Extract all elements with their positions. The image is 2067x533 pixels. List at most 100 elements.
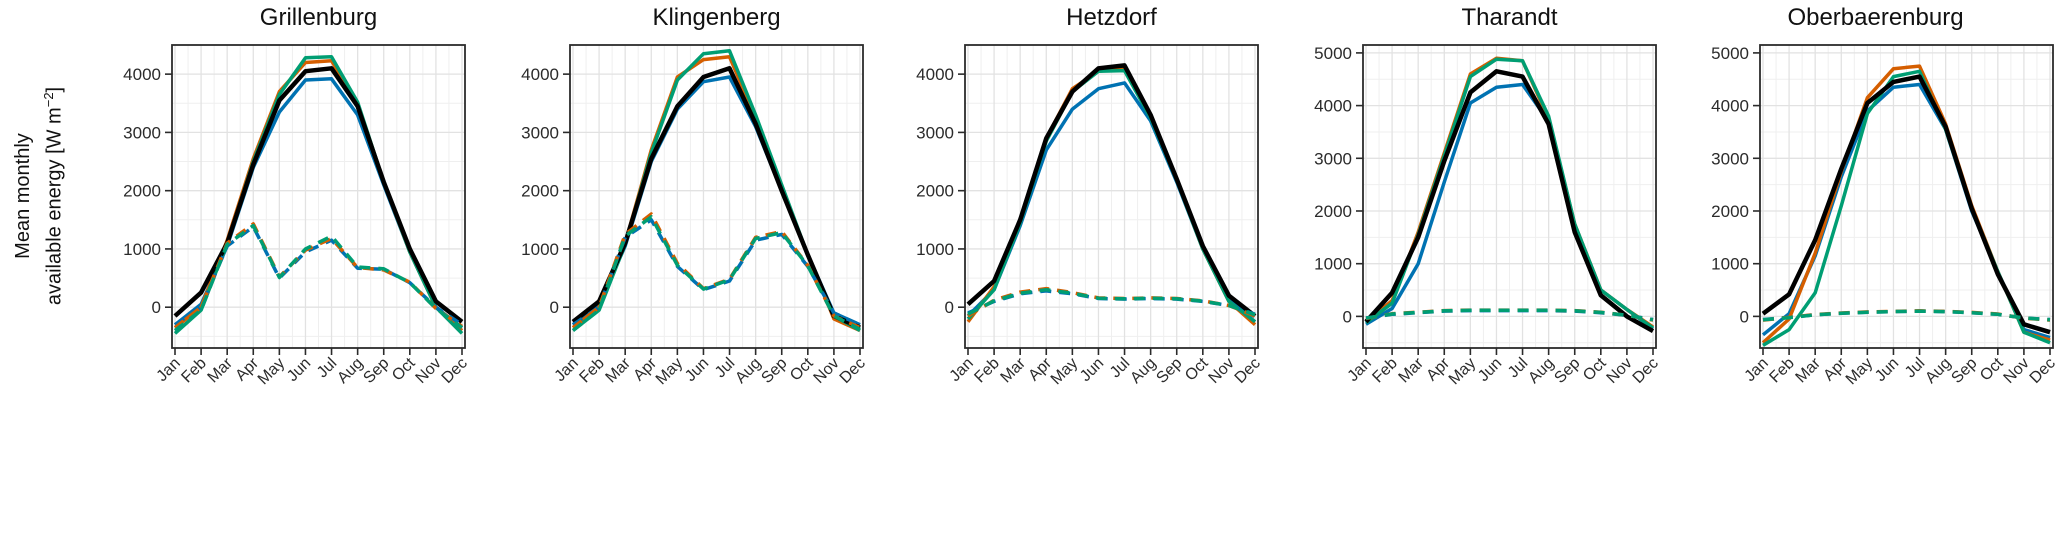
svg-text:Nov: Nov bbox=[811, 355, 843, 387]
series-line-station_ground bbox=[571, 215, 861, 332]
svg-text:May: May bbox=[653, 355, 686, 388]
svg-text:3000: 3000 bbox=[916, 123, 954, 142]
svg-text:Sep: Sep bbox=[360, 355, 392, 387]
svg-text:4000: 4000 bbox=[1711, 97, 1749, 116]
y-tick-labels: 0 1000 2000 3000 4000 bbox=[521, 65, 559, 317]
svg-text:Jan: Jan bbox=[947, 355, 977, 385]
svg-text:Feb: Feb bbox=[1369, 355, 1401, 387]
svg-text:May: May bbox=[255, 355, 288, 388]
svg-text:Mar: Mar bbox=[1792, 354, 1824, 386]
svg-text:Mar: Mar bbox=[602, 354, 634, 386]
svg-text:Feb: Feb bbox=[1766, 355, 1798, 387]
y-tick-labels: 0 1000 2000 3000 4000 bbox=[123, 65, 161, 317]
legend: Measured Brook+RAKLIDA (canopy height) B… bbox=[0, 440, 2067, 533]
svg-text:Oct: Oct bbox=[787, 354, 817, 384]
svg-text:4000: 4000 bbox=[521, 65, 559, 84]
svg-text:2000: 2000 bbox=[521, 182, 559, 201]
svg-text:Jan: Jan bbox=[552, 355, 582, 385]
svg-text:2000: 2000 bbox=[916, 182, 954, 201]
svg-text:Oct: Oct bbox=[1977, 354, 2007, 384]
svg-text:Oct: Oct bbox=[389, 354, 419, 384]
series-line-measured bbox=[1761, 74, 2051, 335]
svg-text:0: 0 bbox=[945, 298, 954, 317]
svg-text:Jun: Jun bbox=[1872, 355, 1902, 385]
svg-text:2000: 2000 bbox=[1314, 202, 1352, 221]
svg-text:Oct: Oct bbox=[1182, 354, 1212, 384]
svg-text:3000: 3000 bbox=[1314, 149, 1352, 168]
svg-text:2000: 2000 bbox=[1711, 202, 1749, 221]
svg-text:Sep: Sep bbox=[1153, 355, 1185, 387]
svg-text:Aug: Aug bbox=[732, 355, 764, 387]
svg-text:1000: 1000 bbox=[521, 240, 559, 259]
svg-text:Dec: Dec bbox=[439, 355, 471, 387]
svg-text:Aug: Aug bbox=[1127, 355, 1159, 387]
svg-text:Aug: Aug bbox=[334, 355, 366, 387]
series-line-measured bbox=[1364, 69, 1655, 334]
y-axis-title-line1: Mean monthly bbox=[12, 133, 34, 259]
y-axis-title: Mean monthly available energy [W m−2] bbox=[10, 0, 66, 394]
svg-text:Dec: Dec bbox=[1232, 355, 1264, 387]
svg-text:2000: 2000 bbox=[123, 182, 161, 201]
svg-text:Jun: Jun bbox=[1475, 355, 1505, 385]
axis-ticks bbox=[1753, 52, 2051, 355]
svg-text:1000: 1000 bbox=[916, 240, 954, 259]
y-tick-labels: 0 1000 2000 3000 4000 5000 bbox=[1711, 44, 1749, 326]
svg-text:Mar: Mar bbox=[204, 354, 236, 386]
svg-text:Mar: Mar bbox=[997, 354, 1029, 386]
svg-text:Jun: Jun bbox=[284, 355, 314, 385]
svg-text:4000: 4000 bbox=[1314, 97, 1352, 116]
svg-text:May: May bbox=[1843, 355, 1876, 388]
major-gridlines bbox=[1363, 45, 1656, 348]
panel-title-grillenburg: Grillenburg bbox=[259, 4, 378, 31]
y-axis-title-superscript: −2 bbox=[41, 92, 56, 108]
svg-text:1000: 1000 bbox=[1314, 255, 1352, 274]
panel-title-oberbaerenburg: Oberbaerenburg bbox=[1787, 4, 1964, 31]
svg-text:4000: 4000 bbox=[916, 65, 954, 84]
major-gridlines bbox=[1760, 45, 2053, 348]
major-gridlines bbox=[172, 45, 465, 348]
svg-text:Feb: Feb bbox=[576, 355, 608, 387]
svg-text:4000: 4000 bbox=[123, 65, 161, 84]
series-line-station_ground bbox=[1365, 308, 1654, 322]
series-line-raklida_ground bbox=[174, 225, 463, 327]
panel-border bbox=[1759, 44, 2054, 349]
svg-text:Dec: Dec bbox=[2027, 355, 2059, 387]
svg-text:Feb: Feb bbox=[178, 355, 210, 387]
svg-text:Jan: Jan bbox=[1742, 355, 1772, 385]
svg-text:1000: 1000 bbox=[1711, 255, 1749, 274]
panel-title-hetzdorf: Hetzdorf bbox=[1066, 4, 1157, 31]
series-line-station_ground bbox=[1762, 309, 2051, 322]
panel-border bbox=[569, 44, 864, 349]
svg-text:Feb: Feb bbox=[971, 355, 1003, 387]
minor-gridlines bbox=[172, 44, 465, 348]
svg-text:Sep: Sep bbox=[1551, 355, 1583, 387]
svg-text:May: May bbox=[1446, 355, 1479, 388]
svg-text:Nov: Nov bbox=[413, 355, 445, 387]
svg-text:3000: 3000 bbox=[521, 123, 559, 142]
svg-text:Sep: Sep bbox=[1948, 355, 1980, 387]
svg-text:0: 0 bbox=[152, 298, 161, 317]
axis-ticks bbox=[958, 73, 1256, 355]
svg-text:Aug: Aug bbox=[1922, 355, 1954, 387]
panel-title-klingenberg: Klingenberg bbox=[652, 4, 781, 31]
svg-text:Jun: Jun bbox=[682, 355, 712, 385]
svg-text:May: May bbox=[1048, 355, 1081, 388]
axis-ticks bbox=[165, 73, 463, 355]
minor-gridlines bbox=[1363, 45, 1656, 348]
y-axis-title-line2: available energy [W m−2] bbox=[41, 86, 66, 306]
svg-text:Dec: Dec bbox=[1630, 355, 1662, 387]
svg-text:Oct: Oct bbox=[1580, 354, 1610, 384]
svg-text:Jan: Jan bbox=[154, 355, 184, 385]
svg-text:Jun: Jun bbox=[1077, 355, 1107, 385]
svg-text:Aug: Aug bbox=[1525, 355, 1557, 387]
panel-border bbox=[964, 44, 1259, 349]
series-line-measured bbox=[571, 66, 861, 330]
